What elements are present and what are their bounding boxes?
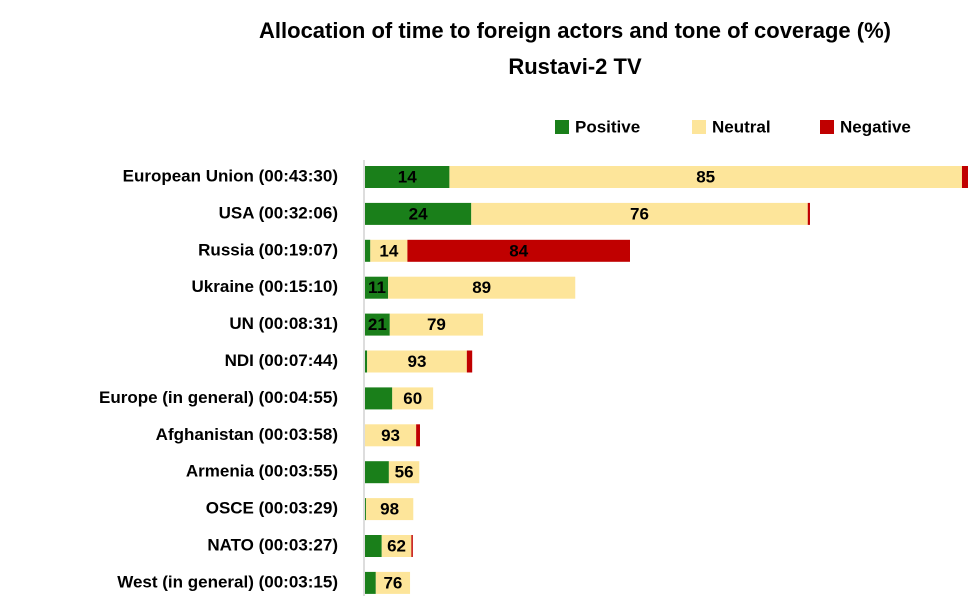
bar-segment [807, 202, 810, 225]
bar-segment [471, 202, 808, 225]
bar-segment [365, 202, 472, 225]
data-label: 56 [395, 463, 414, 482]
data-label: 14 [398, 167, 417, 186]
legend-swatch [555, 120, 569, 134]
data-label: 60 [403, 389, 422, 408]
data-label: 93 [408, 352, 427, 371]
data-label: 11 [368, 278, 386, 297]
bar-segment [388, 276, 576, 299]
bar-segment [449, 166, 962, 188]
y-tick-label: Afghanistan (00:03:58) [156, 425, 338, 444]
data-label: 76 [630, 204, 649, 223]
data-label: 24 [409, 204, 428, 223]
bar-segment [365, 461, 389, 484]
bar-segment [416, 424, 420, 447]
y-tick-label: Russia (00:19:07) [198, 240, 338, 259]
data-label: 14 [379, 241, 398, 260]
bar-segment [365, 239, 371, 262]
bar-segment [365, 571, 376, 594]
y-tick-label: Armenia (00:03:55) [186, 462, 338, 481]
bar-segment [381, 535, 412, 557]
y-tick-label: NDI (00:07:44) [225, 351, 338, 370]
bar-segment [365, 535, 382, 557]
data-label: 84 [509, 241, 528, 260]
chart-title: Allocation of time to foreign actors and… [259, 18, 891, 43]
bar-segment [411, 535, 413, 557]
data-label: 85 [696, 167, 715, 186]
bar-segment [365, 387, 393, 410]
data-label: 62 [387, 536, 406, 555]
y-tick-label: European Union (00:43:30) [123, 166, 338, 185]
bar-segment [466, 350, 473, 373]
bar-segment [365, 350, 368, 373]
data-label: 89 [472, 278, 491, 297]
legend-swatch [820, 120, 834, 134]
y-tick-label: West (in general) (00:03:15) [117, 572, 338, 591]
bar-segment [407, 239, 630, 262]
legend-label: Neutral [712, 117, 771, 136]
y-tick-label: USA (00:32:06) [219, 203, 338, 222]
legend-label: Negative [840, 117, 911, 136]
data-label: 98 [380, 500, 399, 519]
bar-segment [389, 313, 484, 336]
y-tick-label: Ukraine (00:15:10) [192, 277, 338, 296]
y-tick-label: OSCE (00:03:29) [206, 499, 338, 518]
chart-subtitle: Rustavi-2 TV [508, 54, 642, 79]
data-label: 76 [383, 573, 402, 592]
bar-segment [365, 166, 450, 188]
data-label: 79 [427, 315, 446, 334]
bar-segment [365, 424, 417, 447]
legend-label: Positive [575, 117, 640, 136]
bar-segment [961, 166, 968, 188]
bar-segment [375, 571, 411, 594]
bar-segment [365, 313, 390, 336]
bar-segment [365, 498, 366, 521]
bar-segment [365, 498, 414, 521]
bar-segment [367, 350, 467, 373]
bar-segment [370, 239, 408, 262]
bar-segment [392, 387, 434, 410]
data-label: 93 [381, 426, 400, 445]
legend-swatch [692, 120, 706, 134]
bar-segment [365, 276, 389, 299]
y-tick-label: Europe (in general) (00:04:55) [99, 388, 338, 407]
y-tick-label: UN (00:08:31) [229, 314, 338, 333]
y-tick-label: NATO (00:03:27) [207, 535, 338, 554]
data-label: 21 [368, 315, 387, 334]
bar-segment [388, 461, 420, 484]
